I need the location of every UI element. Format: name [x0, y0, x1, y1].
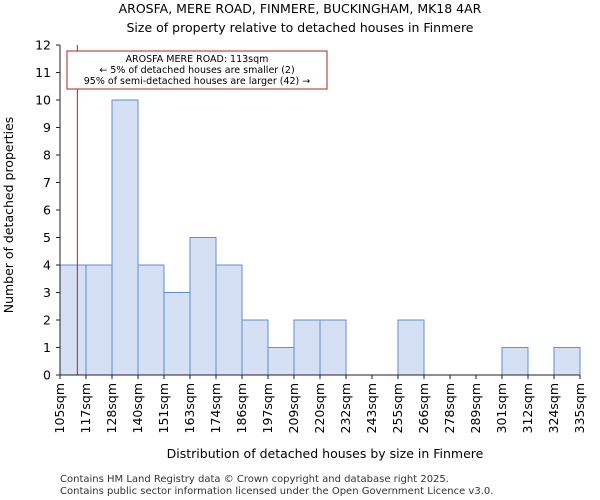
histogram-bar [397, 319, 425, 376]
x-tick-label: 255sqm [390, 383, 405, 433]
histogram-bar [137, 264, 165, 376]
x-tick-label: 105sqm [52, 383, 67, 433]
x-tick-label: 220sqm [312, 383, 327, 433]
x-tick-label: 278sqm [442, 383, 457, 433]
histogram-bar [59, 264, 87, 376]
annotation-line-1: AROSFA MERE ROAD: 113sqm [126, 54, 269, 65]
y-axis-label: Number of detached properties [1, 117, 16, 314]
histogram-bar [319, 319, 347, 376]
x-ticks-group: 105sqm 117sqm 128sqm 140sqm 151sqm 163sqm 174s… [52, 375, 587, 433]
histogram-bar [553, 347, 581, 376]
x-tick-label: 289sqm [468, 383, 483, 433]
histogram-bar [189, 237, 217, 376]
y-tick-label: 9 [43, 120, 51, 135]
chart-title: AROSFA, MERE ROAD, FINMERE, BUCKINGHAM, … [119, 1, 482, 16]
y-tick-label: 12 [35, 38, 51, 53]
histogram-bar [501, 347, 529, 376]
y-tick-label: 11 [35, 65, 51, 80]
x-tick-label: 128sqm [104, 383, 119, 433]
y-tick-label: 1 [43, 340, 51, 355]
x-tick-label: 209sqm [286, 383, 301, 433]
histogram-bar [111, 99, 139, 376]
y-tick-label: 8 [43, 148, 51, 163]
x-tick-label: 174sqm [208, 383, 223, 433]
x-tick-label: 324sqm [546, 383, 561, 433]
x-tick-label: 163sqm [182, 383, 197, 433]
annotation-line-3: 95% of semi-detached houses are larger (… [84, 76, 311, 87]
y-tick-label: 10 [35, 93, 51, 108]
x-tick-label: 151sqm [156, 383, 171, 433]
histogram-bar [85, 264, 113, 376]
histogram-bar [267, 347, 295, 376]
bars-group [59, 99, 581, 376]
x-tick-label: 117sqm [78, 383, 93, 433]
histogram-bar [163, 292, 191, 376]
footer-line-1: Contains HM Land Registry data © Crown c… [60, 474, 449, 485]
annotation-line-2: ← 5% of detached houses are smaller (2) [99, 65, 294, 76]
x-tick-label: 243sqm [364, 383, 379, 433]
chart-subtitle: Size of property relative to detached ho… [126, 20, 473, 35]
histogram-bar [293, 319, 321, 376]
footer-line-2: Contains public sector information licen… [60, 486, 493, 497]
x-tick-label: 335sqm [572, 383, 587, 433]
y-tick-label: 2 [43, 313, 51, 328]
x-tick-label: 197sqm [260, 383, 275, 433]
histogram-bar [241, 319, 269, 376]
y-tick-label: 3 [43, 285, 51, 300]
annotation-box [66, 50, 328, 90]
y-tick-label: 4 [43, 258, 51, 273]
histogram-bar [215, 264, 243, 376]
x-axis-label: Distribution of detached houses by size … [167, 446, 484, 461]
x-tick-label: 266sqm [416, 383, 431, 433]
x-tick-label: 186sqm [234, 383, 249, 433]
x-tick-label: 140sqm [130, 383, 145, 433]
y-tick-label: 0 [43, 368, 51, 383]
x-tick-label: 312sqm [520, 383, 535, 433]
y-tick-label: 6 [43, 203, 51, 218]
y-tick-label: 5 [43, 230, 51, 245]
x-tick-label: 301sqm [494, 383, 509, 433]
y-tick-label: 7 [43, 175, 51, 190]
x-tick-label: 232sqm [338, 383, 353, 433]
